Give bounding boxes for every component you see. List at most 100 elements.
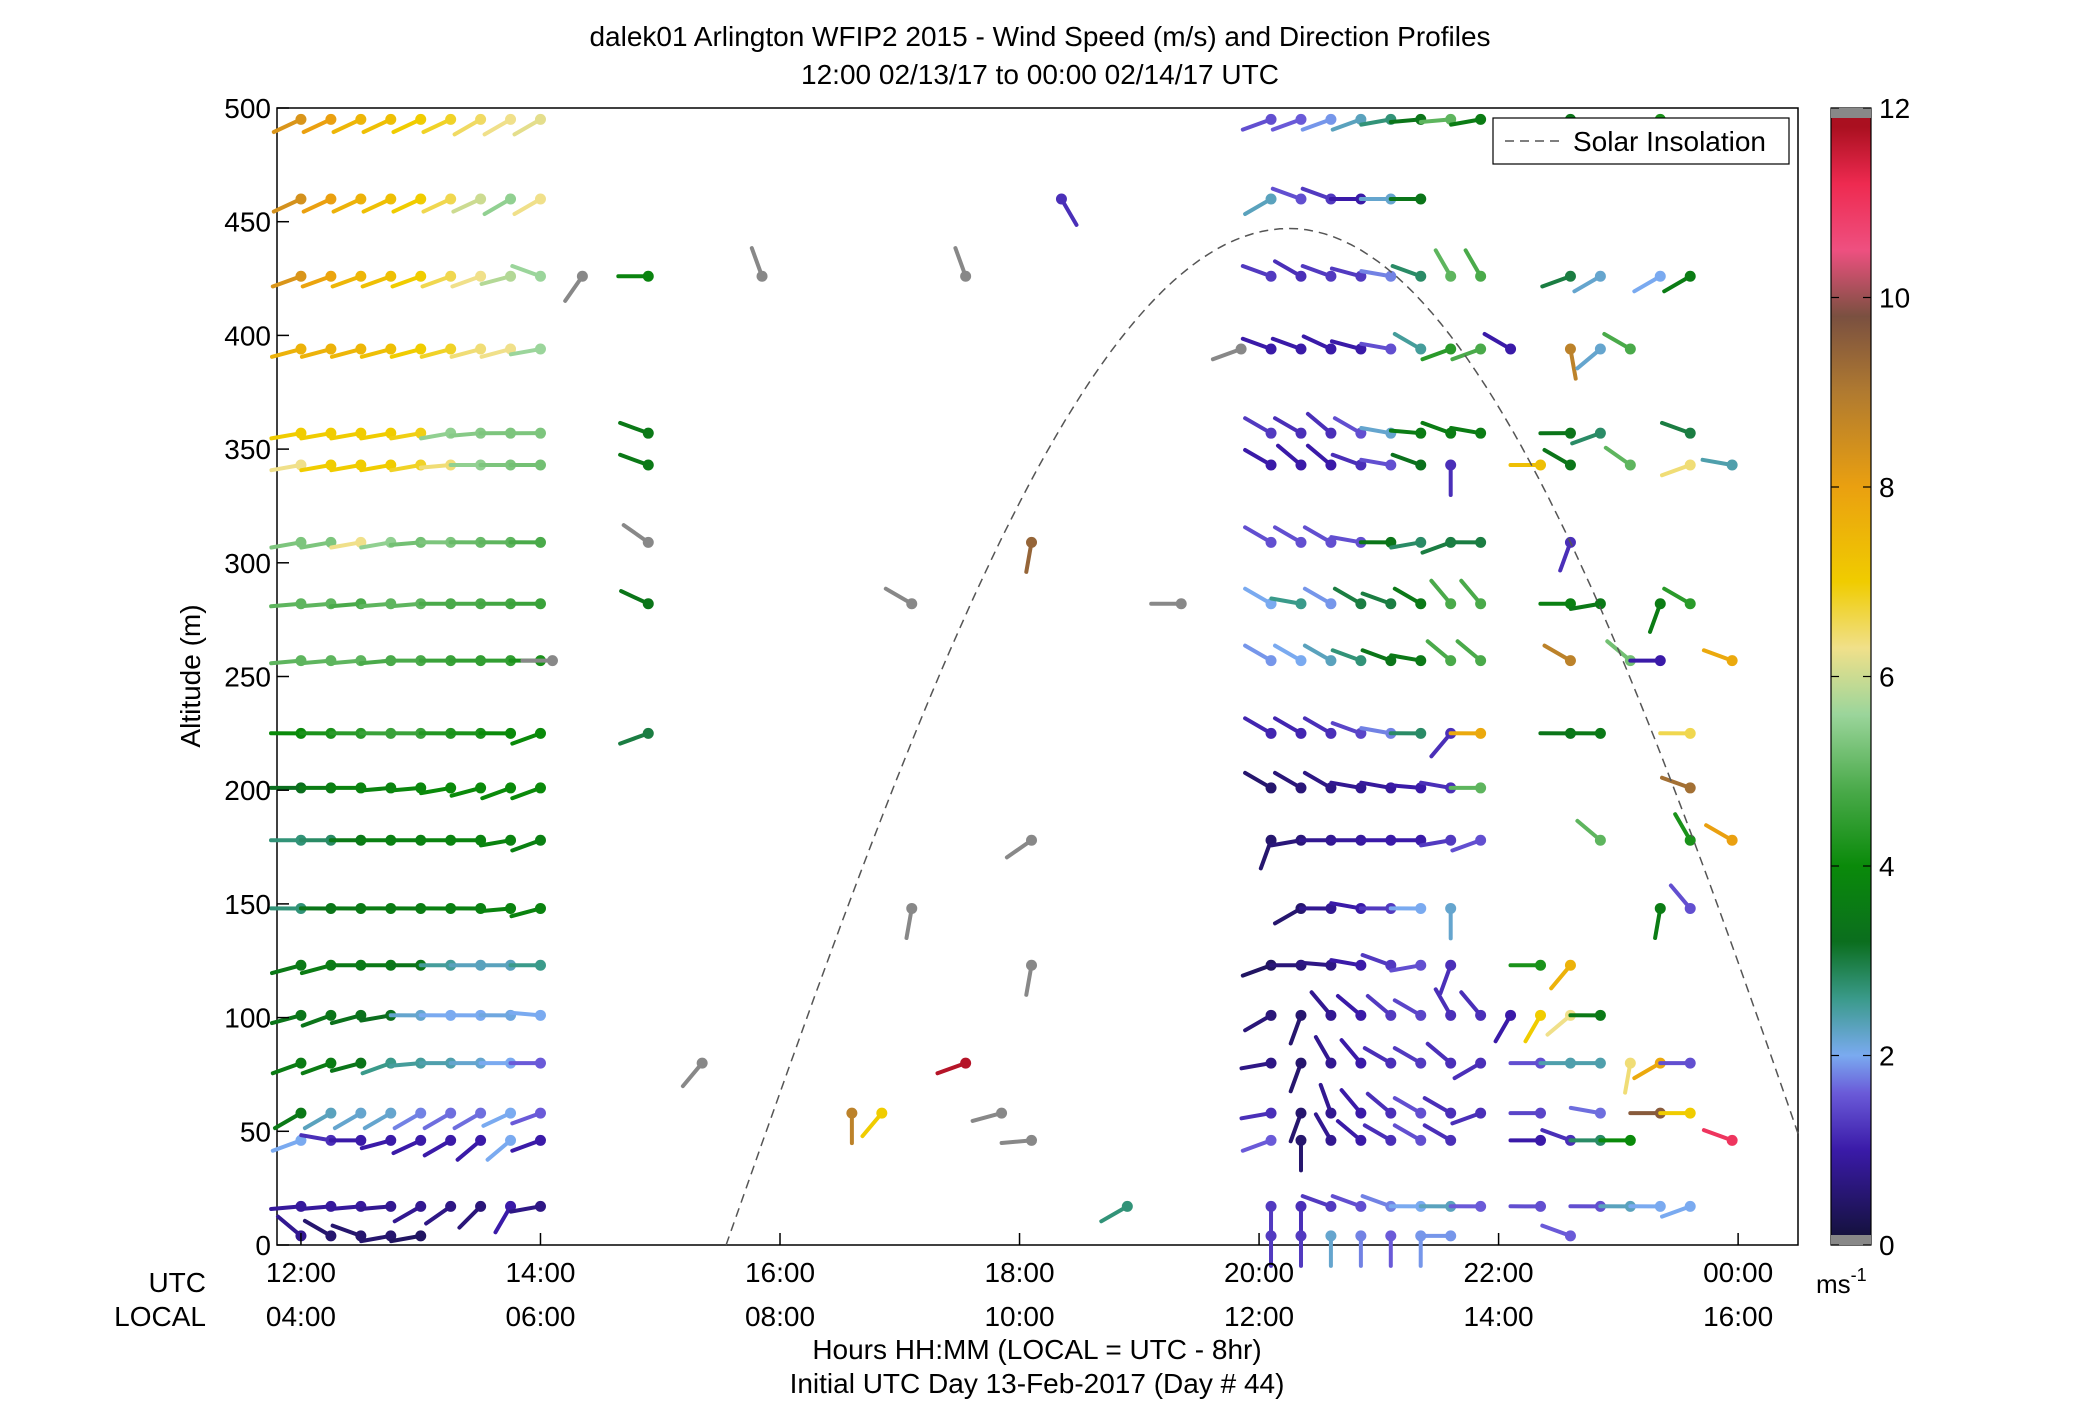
wind-barb-dot bbox=[1564, 459, 1576, 471]
wind-barb-dot bbox=[1564, 959, 1576, 971]
legend-label: Solar Insolation bbox=[1573, 126, 1766, 157]
wind-barb-dot bbox=[505, 270, 517, 282]
wind-barb-dot bbox=[1445, 959, 1457, 971]
wind-barb-dot bbox=[1445, 1230, 1457, 1242]
wind-barb-dot bbox=[1684, 782, 1696, 794]
wind-barb-dot bbox=[1295, 459, 1307, 471]
wind-barb-dot bbox=[415, 1230, 427, 1242]
wind-barb-dot bbox=[1175, 598, 1187, 610]
wind-barb-dot bbox=[325, 1009, 337, 1021]
wind-barb-dot bbox=[325, 270, 337, 282]
wind-barb-dot bbox=[1475, 727, 1487, 739]
wind-barb-dot bbox=[534, 113, 546, 125]
wind-barb-dot bbox=[1295, 1230, 1307, 1242]
wind-barb-dot bbox=[325, 193, 337, 205]
wind-barb-dot bbox=[295, 193, 307, 205]
wind-barb-dot bbox=[445, 782, 457, 794]
wind-barb-dot bbox=[1564, 343, 1576, 355]
wind-barb-dot bbox=[1325, 270, 1337, 282]
wind-barb-dot bbox=[1415, 427, 1427, 439]
wind-barb-dot bbox=[1684, 1200, 1696, 1212]
wind-barb-dot bbox=[505, 1200, 517, 1212]
wind-barb-dot bbox=[1355, 1134, 1367, 1146]
wind-barb-dot bbox=[385, 1134, 397, 1146]
x-axis-label: Hours HH:MM (LOCAL = UTC - 8hr) bbox=[812, 1334, 1261, 1365]
wind-barb-dot bbox=[534, 1134, 546, 1146]
wind-barb-dot bbox=[534, 343, 546, 355]
wind-barb-dot bbox=[996, 1107, 1008, 1119]
wind-barb-dot bbox=[1726, 459, 1738, 471]
wind-barb-dot bbox=[1055, 193, 1067, 205]
wind-barb-dot bbox=[1265, 1134, 1277, 1146]
wind-barb-dot bbox=[445, 343, 457, 355]
wind-barb-dot bbox=[1445, 1009, 1457, 1021]
wind-barb-dot bbox=[1295, 782, 1307, 794]
wind-barb-dot bbox=[1475, 598, 1487, 610]
wind-barb-dot bbox=[385, 113, 397, 125]
wind-barb-dot bbox=[1325, 113, 1337, 125]
wind-barb-dot bbox=[1564, 427, 1576, 439]
wind-barb-dot bbox=[1415, 536, 1427, 548]
colorbar-tick-label: 4 bbox=[1879, 851, 1895, 882]
y-tick-label: 300 bbox=[224, 548, 271, 579]
wind-barb-dot bbox=[1415, 598, 1427, 610]
wind-barb-dot bbox=[1475, 1107, 1487, 1119]
wind-barb-dot bbox=[355, 427, 367, 439]
wind-barb-dot bbox=[1726, 655, 1738, 667]
wind-barb-dot bbox=[505, 343, 517, 355]
wind-barb-dot bbox=[415, 1107, 427, 1119]
colorbar-tick-label: 2 bbox=[1879, 1041, 1895, 1072]
chart-title: dalek01 Arlington WFIP2 2015 - Wind Spee… bbox=[589, 21, 1490, 52]
wind-barb-dot bbox=[1445, 1107, 1457, 1119]
wind-barb-dot bbox=[1594, 1009, 1606, 1021]
wind-barb-dot bbox=[1415, 959, 1427, 971]
wind-barb-dot bbox=[1265, 1230, 1277, 1242]
wind-barb-dot bbox=[325, 427, 337, 439]
wind-barb-dot bbox=[1445, 113, 1457, 125]
wind-barb-dot bbox=[642, 427, 654, 439]
wind-barb-dot bbox=[960, 1057, 972, 1069]
wind-barb-dot bbox=[1475, 270, 1487, 282]
wind-barb-dot bbox=[1594, 727, 1606, 739]
wind-barb-dot bbox=[1475, 1057, 1487, 1069]
colorbar-cap-bottom bbox=[1831, 1235, 1871, 1245]
colorbar-tick-label: 10 bbox=[1879, 283, 1910, 314]
wind-barb-dot bbox=[385, 427, 397, 439]
wind-barb-dot bbox=[1594, 270, 1606, 282]
wind-barb-dot bbox=[642, 598, 654, 610]
y-tick-label: 250 bbox=[224, 662, 271, 693]
wind-barb-dot bbox=[1295, 1134, 1307, 1146]
utc-row-label: UTC bbox=[148, 1267, 206, 1298]
wind-barb-dot bbox=[1355, 782, 1367, 794]
wind-barb-dot bbox=[1325, 782, 1337, 794]
x-tick-label-local: 08:00 bbox=[745, 1301, 815, 1332]
wind-barb-dot bbox=[1475, 536, 1487, 548]
wind-barb-dot bbox=[295, 959, 307, 971]
wind-barb-dot bbox=[1265, 343, 1277, 355]
wind-barb-dot bbox=[1325, 427, 1337, 439]
wind-barb-dot bbox=[1684, 902, 1696, 914]
wind-barb-dot bbox=[1385, 270, 1397, 282]
wind-barb-dot bbox=[1624, 343, 1636, 355]
wind-barb-dot bbox=[1445, 1134, 1457, 1146]
wind-barb-dot bbox=[385, 1200, 397, 1212]
wind-barb-dot bbox=[1684, 1107, 1696, 1119]
wind-barb-dot bbox=[534, 834, 546, 846]
y-axis: 0 50 100 150 200 250 300 350 400 450 500 bbox=[224, 93, 289, 1261]
wind-barb-dot bbox=[1265, 1057, 1277, 1069]
x-tick-label-utc: 18:00 bbox=[984, 1257, 1054, 1288]
y-tick-label: 0 bbox=[255, 1230, 271, 1261]
colorbar-ticks: 0 2 4 6 8 10 12 bbox=[1831, 93, 1910, 1261]
wind-barb-dot bbox=[445, 270, 457, 282]
wind-barb-dot bbox=[1594, 1057, 1606, 1069]
wind-barb-dot bbox=[325, 1107, 337, 1119]
wind-barb-dot bbox=[1445, 343, 1457, 355]
wind-barb-dot bbox=[355, 343, 367, 355]
wind-barb-dot bbox=[1475, 343, 1487, 355]
wind-barb-dot bbox=[1265, 459, 1277, 471]
wind-barb-dot bbox=[1475, 834, 1487, 846]
wind-barb-dot bbox=[1026, 959, 1038, 971]
x-tick-label-utc: 14:00 bbox=[505, 1257, 575, 1288]
wind-barb-dot bbox=[1445, 1057, 1457, 1069]
wind-barb-dot bbox=[1295, 427, 1307, 439]
